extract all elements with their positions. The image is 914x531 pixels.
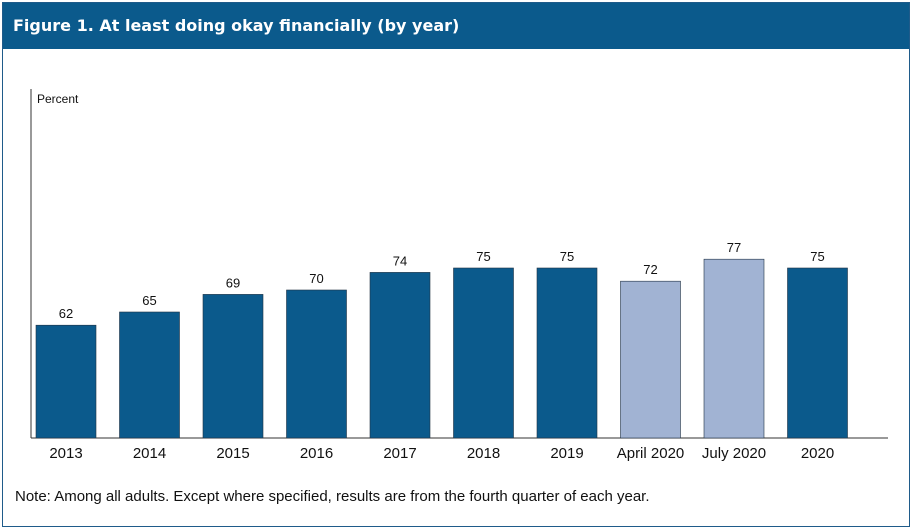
data-label: 75	[560, 249, 574, 264]
x-tick-label: April 2020	[617, 445, 685, 462]
data-label: 69	[226, 275, 240, 290]
data-label: 72	[643, 262, 657, 277]
bar-2016	[286, 289, 347, 439]
data-label: 74	[393, 253, 407, 268]
bar-2013	[35, 324, 97, 439]
x-tick-label: 2013	[49, 445, 82, 462]
data-label: 70	[309, 271, 323, 286]
x-tick-label: 2016	[300, 445, 333, 462]
bar-2014	[119, 311, 180, 439]
bar-2017	[369, 272, 431, 439]
x-tick-label: 2017	[383, 445, 416, 462]
x-tick-label: 2018	[467, 445, 500, 462]
x-tick-label: 2020	[801, 445, 834, 462]
x-tick-label: 2019	[550, 445, 583, 462]
bar-2019	[536, 267, 598, 439]
chart-note: Note: Among all adults. Except where spe…	[15, 488, 650, 505]
y-axis-label: Percent	[37, 92, 79, 106]
x-tick-label: July 2020	[702, 445, 766, 462]
data-label: 77	[727, 240, 741, 255]
bar-2015	[202, 294, 264, 439]
chart-labels: 62 2013 65 2014 69 2015 70 2016 74 2017 75 2018 75 20…	[49, 240, 834, 462]
bar-2020	[787, 267, 848, 439]
bar-july-2020	[703, 258, 765, 439]
data-label: 65	[142, 293, 156, 308]
x-tick-label: 2015	[216, 445, 249, 462]
data-label: 62	[59, 306, 73, 321]
bar-2018	[453, 267, 514, 439]
chart-title: Figure 1. At least doing okay financiall…	[3, 3, 909, 49]
bar-chart: Percent 62 2013 65 2014 69 2015 70 2016 74 2017 75…	[30, 89, 888, 462]
data-label: 75	[476, 249, 490, 264]
data-label: 75	[810, 249, 824, 264]
bar-april-2020	[620, 280, 681, 439]
x-tick-label: 2014	[133, 445, 166, 462]
chart-bars	[35, 258, 848, 439]
